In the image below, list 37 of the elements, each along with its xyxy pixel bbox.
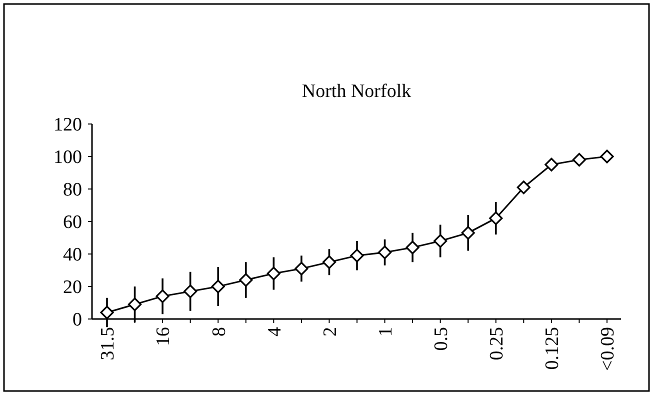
x-tick-label: 31.5 (98, 327, 119, 360)
y-tick-label: 20 (63, 277, 82, 298)
y-tick-label: 120 (54, 114, 82, 136)
y-tick-label: 80 (63, 180, 82, 201)
x-tick-label: 0.25 (486, 327, 508, 360)
point (378, 246, 392, 260)
point (211, 280, 225, 294)
x-tick-label: <0.09 (598, 327, 619, 371)
x-tick-label: 0.125 (542, 327, 564, 370)
x-tick-label: 8 (208, 327, 230, 336)
point (100, 306, 114, 320)
chart-title: North Norfolk (302, 81, 412, 102)
x-tick-label: 2 (320, 327, 341, 336)
point (600, 150, 614, 164)
point (294, 262, 308, 276)
point (350, 248, 364, 262)
point (572, 152, 586, 167)
y-tick-label: 60 (63, 212, 82, 234)
point (184, 284, 198, 298)
y-tick-label: 40 (63, 244, 82, 266)
point (489, 211, 503, 226)
y-tick-label: 100 (54, 147, 82, 168)
point (434, 234, 448, 248)
point (239, 273, 253, 287)
point (156, 289, 170, 304)
y-tick-label: 0 (72, 310, 82, 331)
x-tick-label: 0.5 (430, 327, 452, 351)
x-tick-label: 16 (153, 327, 174, 346)
point (406, 240, 420, 254)
point (544, 158, 558, 172)
point (128, 298, 142, 312)
point (516, 180, 530, 194)
x-tick-label: 4 (264, 326, 286, 336)
point (322, 255, 336, 269)
x-tick-label: 1 (375, 327, 396, 336)
point (461, 226, 475, 240)
point (266, 266, 280, 280)
